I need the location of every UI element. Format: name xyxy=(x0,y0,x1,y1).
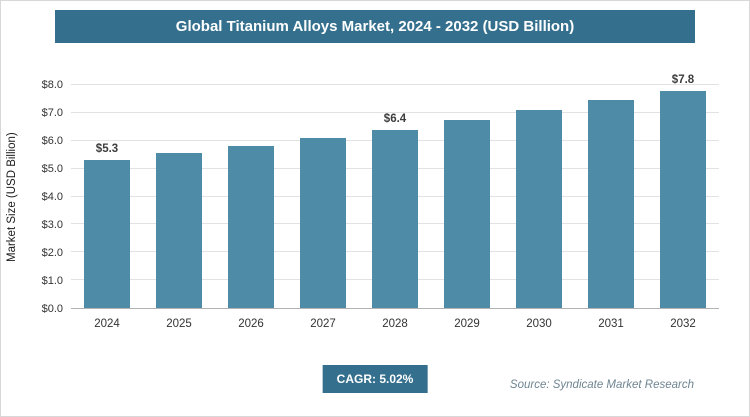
gridline xyxy=(71,84,719,85)
y-tick-label: $5.0 xyxy=(41,163,63,175)
y-tick-label: $0.0 xyxy=(41,303,63,315)
bar-value-label: $5.3 xyxy=(95,143,119,156)
bar-group-2031 xyxy=(575,85,647,308)
source-text: Source: Syndicate Market Research xyxy=(509,379,694,391)
y-tick-label: $7.0 xyxy=(41,107,63,119)
bar-2029 xyxy=(444,119,490,308)
y-tick-label: $6.0 xyxy=(41,135,63,147)
y-tick-label: $2.0 xyxy=(41,247,63,259)
y-axis-title: Market Size (USD Billion) xyxy=(6,132,18,262)
bar-group-2025 xyxy=(143,85,215,308)
x-axis-label-2025: 2025 xyxy=(166,318,192,330)
y-tick-label: $1.0 xyxy=(41,275,63,287)
x-axis-label-2027: 2027 xyxy=(310,318,336,330)
bar-2026 xyxy=(228,146,274,308)
y-tick-label: $4.0 xyxy=(41,191,63,203)
chart-area: Market Size (USD Billion) $0.0 $1.0 $2.0 $3… xyxy=(1,74,749,315)
bar-group-2030 xyxy=(503,85,575,308)
x-axis-label-2030: 2030 xyxy=(526,318,552,330)
bar-group-2032: $7.8 xyxy=(647,74,719,308)
x-axis-label-2032: 2032 xyxy=(670,318,696,330)
gridline xyxy=(71,111,719,113)
bar-group-2026 xyxy=(215,85,287,308)
bar-group-2029 xyxy=(431,85,503,308)
bar-group-2028: $6.4 xyxy=(359,85,431,308)
x-axis-label-2028: 2028 xyxy=(382,318,408,330)
bar-2024 xyxy=(84,160,130,308)
x-axis-label-2024: 2024 xyxy=(94,318,120,330)
bar-value-label: $6.4 xyxy=(383,112,407,125)
bar-2025 xyxy=(156,153,202,308)
bar-2030 xyxy=(516,110,562,308)
y-tick-label: $3.0 xyxy=(41,219,63,231)
y-axis-ticks: $0.0 $1.0 $2.0 $3.0 $4.0 $5.0 $6.0 $7.0 $8.0 xyxy=(23,79,71,315)
x-axis-label-2031: 2031 xyxy=(598,318,624,330)
bar-2031 xyxy=(588,100,634,308)
plot-area: $5.3 $6.4 $7.8 xyxy=(71,74,719,309)
bar-value-label: $7.8 xyxy=(671,73,695,86)
bar-group-2024: $5.3 xyxy=(71,85,143,308)
bars-container: $5.3 $6.4 $7.8 xyxy=(71,74,719,308)
x-axis-label-2029: 2029 xyxy=(454,318,480,330)
y-tick-label: $8.0 xyxy=(41,79,63,91)
bar-2032 xyxy=(660,90,706,308)
x-axis-labels: 2024 2025 2026 2027 2028 2029 2030 2031 2032 xyxy=(71,309,749,339)
chart-footer: CAGR: 5.02% Source: Syndicate Market Res… xyxy=(1,365,749,399)
bar-2027 xyxy=(300,137,346,308)
chart-title: Global Titanium Alloys Market, 2024 - 20… xyxy=(55,10,695,43)
bar-2028 xyxy=(372,129,418,308)
bar-group-2027 xyxy=(287,85,359,308)
cagr-badge: CAGR: 5.02% xyxy=(322,365,428,393)
x-axis-label-2026: 2026 xyxy=(238,318,264,330)
